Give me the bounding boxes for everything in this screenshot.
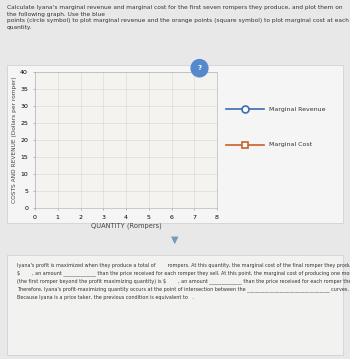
- Text: ?: ?: [197, 65, 202, 71]
- Circle shape: [191, 60, 208, 77]
- Text: Marginal Cost: Marginal Cost: [269, 142, 312, 147]
- Text: ▼: ▼: [171, 235, 179, 245]
- X-axis label: QUANTITY (Rompers): QUANTITY (Rompers): [91, 223, 161, 229]
- Text: Iyana's profit is maximized when they produce a total of        rompers. At this: Iyana's profit is maximized when they pr…: [17, 263, 350, 300]
- Text: Marginal Revenue: Marginal Revenue: [269, 107, 326, 112]
- FancyBboxPatch shape: [7, 65, 343, 223]
- FancyBboxPatch shape: [7, 255, 343, 355]
- Text: Calculate Iyana's marginal revenue and marginal cost for the first seven rompers: Calculate Iyana's marginal revenue and m…: [7, 5, 349, 30]
- Y-axis label: COSTS AND REVENUE (Dollars per romper): COSTS AND REVENUE (Dollars per romper): [12, 76, 18, 204]
